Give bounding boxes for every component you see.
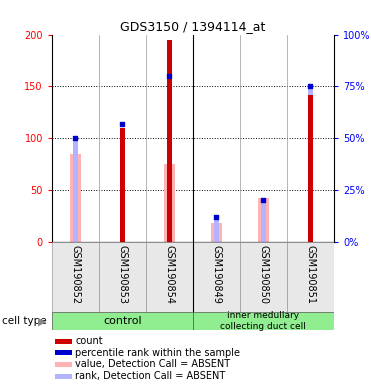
- Bar: [52, 312, 193, 330]
- Bar: [167, 40, 172, 242]
- Text: GSM190850: GSM190850: [259, 245, 268, 305]
- Text: GSM190849: GSM190849: [211, 245, 221, 305]
- Bar: [214, 217, 219, 242]
- Text: GSM190852: GSM190852: [70, 245, 81, 305]
- Bar: [99, 242, 146, 313]
- Text: ▶: ▶: [39, 316, 47, 326]
- Bar: [52, 242, 99, 313]
- Text: inner medullary
collecting duct cell: inner medullary collecting duct cell: [220, 311, 306, 331]
- Text: control: control: [103, 316, 142, 326]
- Text: cell type: cell type: [2, 316, 46, 326]
- Bar: [164, 164, 175, 242]
- Point: [260, 197, 266, 204]
- Bar: [73, 138, 78, 242]
- Bar: [55, 362, 72, 367]
- Bar: [260, 200, 266, 242]
- Bar: [308, 86, 313, 242]
- Bar: [240, 242, 287, 313]
- Bar: [70, 154, 81, 242]
- Point: [119, 121, 125, 127]
- Bar: [211, 223, 222, 242]
- Bar: [308, 95, 313, 242]
- Point: [308, 83, 313, 89]
- Text: percentile rank within the sample: percentile rank within the sample: [75, 348, 240, 358]
- Bar: [55, 339, 72, 344]
- Bar: [146, 242, 193, 313]
- Text: GSM190853: GSM190853: [118, 245, 127, 305]
- Point: [72, 135, 78, 141]
- Bar: [193, 312, 334, 330]
- Point: [213, 214, 219, 220]
- Bar: [119, 128, 125, 242]
- Bar: [167, 76, 172, 242]
- Text: count: count: [75, 336, 103, 346]
- Bar: [287, 242, 334, 313]
- Bar: [55, 350, 72, 356]
- Point: [167, 73, 173, 79]
- Text: GSM190854: GSM190854: [164, 245, 174, 305]
- Text: value, Detection Call = ABSENT: value, Detection Call = ABSENT: [75, 359, 230, 369]
- Title: GDS3150 / 1394114_at: GDS3150 / 1394114_at: [120, 20, 266, 33]
- Bar: [193, 242, 240, 313]
- Text: GSM190851: GSM190851: [305, 245, 315, 305]
- Bar: [55, 374, 72, 379]
- Bar: [257, 199, 269, 242]
- Text: rank, Detection Call = ABSENT: rank, Detection Call = ABSENT: [75, 371, 226, 381]
